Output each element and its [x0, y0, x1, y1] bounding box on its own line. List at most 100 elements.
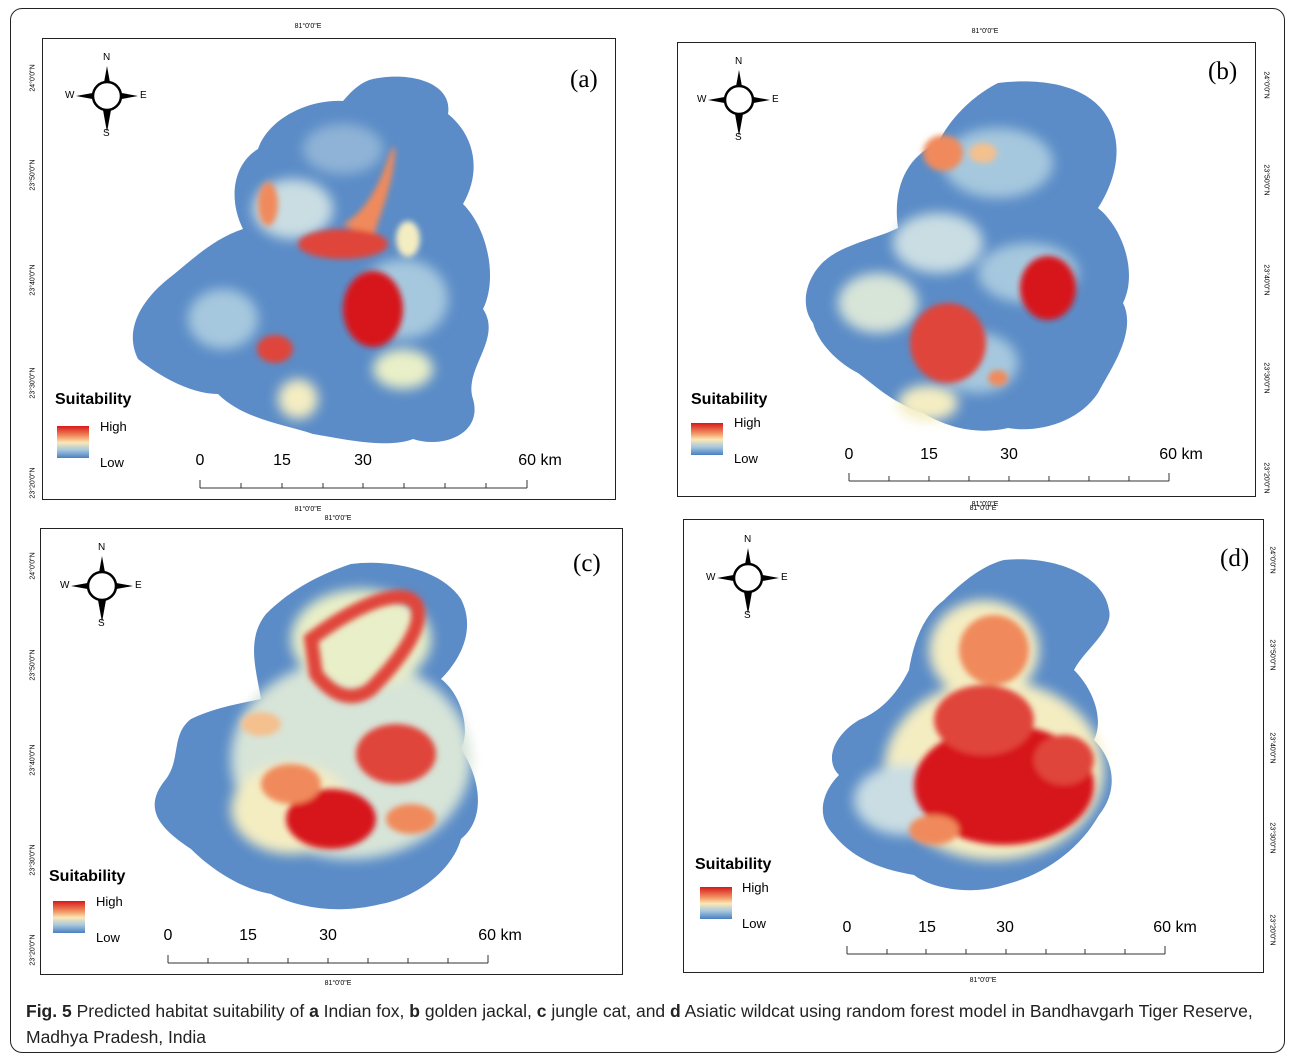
- map-frame: [40, 528, 623, 975]
- suitability-map: [822, 559, 1112, 891]
- lat-label: 23°30'0"N: [1262, 362, 1270, 394]
- caption-text: Indian fox,: [318, 1001, 410, 1021]
- scale-bar: [199, 480, 528, 489]
- scale-label: 60 km: [1159, 446, 1203, 463]
- caption-fig-number: Fig. 5: [26, 1001, 72, 1021]
- caption-panel-ref: c: [536, 1001, 547, 1021]
- legend-color-ramp: [691, 423, 723, 455]
- compass-rose-icon: [708, 70, 770, 136]
- legend-low: Low: [734, 451, 758, 466]
- legend-color-ramp: [57, 426, 89, 458]
- compass-south: S: [98, 618, 105, 629]
- map-frame: [683, 519, 1264, 973]
- caption-text: Predicted habitat suitability of: [71, 1001, 310, 1021]
- caption-text: jungle cat, and: [546, 1001, 671, 1021]
- compass-south: S: [103, 128, 110, 139]
- lat-label: 23°50'0"N: [1262, 164, 1270, 196]
- legend-low: Low: [742, 916, 766, 931]
- lat-label: 23°20'0"N: [1268, 914, 1276, 946]
- scale-label: 0: [842, 919, 852, 936]
- scale-label: 30: [996, 919, 1014, 936]
- legend-high: High: [100, 419, 127, 434]
- scale-label: 60 km: [478, 927, 522, 944]
- legend-title: Suitability: [691, 391, 768, 408]
- scale-bar: [848, 473, 1170, 482]
- scale-bar: [167, 955, 489, 964]
- scale-label: 60 km: [518, 452, 562, 469]
- lat-label: 23°20'0"N: [29, 467, 37, 499]
- lat-label: 24°0'0"N: [29, 552, 37, 580]
- compass-east: E: [140, 90, 147, 101]
- north-arrow: N S E W: [696, 56, 786, 144]
- panel-label-c: (c): [573, 550, 601, 577]
- lat-label: 23°50'0"N: [1268, 639, 1276, 671]
- lat-label: 23°30'0"N: [29, 844, 37, 876]
- compass-rose-icon: [76, 66, 138, 132]
- compass-south: S: [735, 132, 742, 143]
- scale-label: 30: [354, 452, 372, 469]
- caption-panel-ref: a: [309, 1001, 319, 1021]
- lat-label: 23°30'0"N: [1268, 822, 1276, 854]
- scale-label: 0: [844, 446, 854, 463]
- caption-panel-ref: b: [409, 1001, 420, 1021]
- caption-text: golden jackal,: [419, 1001, 537, 1021]
- lon-label-bottom: 81°0'0"E: [324, 980, 352, 987]
- suitability-map: [154, 562, 478, 910]
- caption-panel-ref: d: [670, 1001, 681, 1021]
- compass-north: N: [744, 534, 752, 545]
- legend-title: Suitability: [55, 391, 132, 408]
- compass-south: S: [744, 610, 751, 621]
- caption-text: Asiatic wildcat using random forest mode…: [26, 1001, 1253, 1047]
- lat-label: 23°40'0"N: [1262, 264, 1270, 296]
- compass-north: N: [735, 56, 743, 67]
- legend-title: Suitability: [695, 856, 772, 873]
- panel-label-a: (a): [570, 66, 598, 93]
- compass-west: W: [60, 580, 70, 591]
- panel-label-b: (b): [1208, 58, 1238, 85]
- scale-label: 15: [918, 919, 936, 936]
- legend-title: Suitability: [49, 868, 126, 885]
- legend-high: High: [734, 415, 761, 430]
- lat-label: 24°0'0"N: [1262, 71, 1270, 99]
- panel-label-d: (d): [1220, 545, 1250, 572]
- legend-color-ramp: [700, 887, 732, 919]
- lat-label: 23°20'0"N: [29, 934, 37, 966]
- scale-label: 0: [163, 927, 173, 944]
- compass-north: N: [98, 542, 106, 553]
- compass-east: E: [772, 94, 779, 105]
- lon-label-top: 81°0'0"E: [969, 505, 997, 512]
- scale-bar: [846, 946, 1166, 955]
- scale-label: 15: [273, 452, 291, 469]
- north-arrow: N S E W: [64, 52, 154, 140]
- lat-label: 23°30'0"N: [29, 367, 37, 399]
- north-arrow: N S E W: [705, 534, 795, 622]
- suitability-map: [805, 81, 1129, 431]
- lat-label: 23°40'0"N: [29, 744, 37, 776]
- compass-west: W: [706, 572, 716, 583]
- figure-frame: [10, 8, 1285, 1053]
- lat-label: 24°0'0"N: [29, 64, 37, 92]
- map-frame: [677, 42, 1256, 497]
- lat-label: 23°20'0"N: [1262, 462, 1270, 494]
- lon-label-bottom: 81°0'0"E: [969, 977, 997, 984]
- figure-caption: Fig. 5 Predicted habitat suitability of …: [26, 998, 1271, 1050]
- legend-high: High: [742, 880, 769, 895]
- lon-label-top: 81°0'0"E: [324, 515, 352, 522]
- scale-label: 15: [920, 446, 938, 463]
- compass-west: W: [697, 94, 707, 105]
- lat-label: 23°40'0"N: [29, 264, 37, 296]
- scale-label: 15: [239, 927, 257, 944]
- scale-label: 0: [195, 452, 205, 469]
- compass-rose-icon: [717, 548, 779, 614]
- legend-high: High: [96, 894, 123, 909]
- lon-label-top: 81°0'0"E: [294, 23, 322, 30]
- suitability-map: [132, 76, 491, 444]
- legend-color-ramp: [53, 901, 85, 933]
- compass-west: W: [65, 90, 75, 101]
- compass-rose-icon: [71, 556, 133, 622]
- lon-label-top: 81°0'0"E: [971, 28, 999, 35]
- lat-label: 23°50'0"N: [29, 159, 37, 191]
- scale-label: 60 km: [1153, 919, 1197, 936]
- scale-label: 30: [319, 927, 337, 944]
- legend-low: Low: [100, 455, 124, 470]
